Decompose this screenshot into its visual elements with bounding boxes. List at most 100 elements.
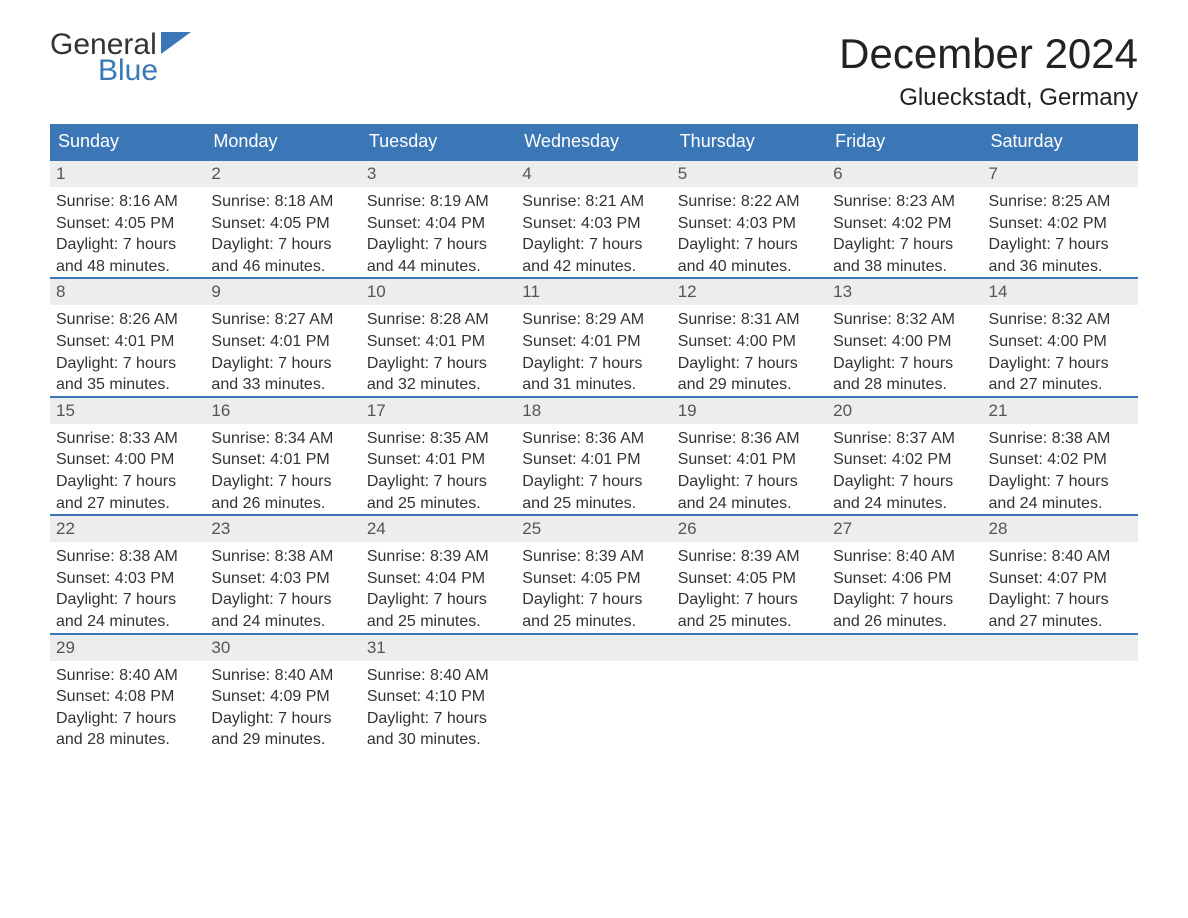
day-body: Sunrise: 8:18 AMSunset: 4:05 PMDaylight:… (205, 187, 360, 277)
day-number: 4 (516, 161, 671, 187)
day-sunset: Sunset: 4:01 PM (522, 449, 665, 471)
day-day2: and 36 minutes. (989, 256, 1132, 278)
day-day2: and 24 minutes. (989, 493, 1132, 515)
day-number: 29 (50, 635, 205, 661)
day-number: 24 (361, 516, 516, 542)
day-sunrise: Sunrise: 8:39 AM (367, 546, 510, 568)
day-day2: and 29 minutes. (211, 729, 354, 751)
day-number: 17 (361, 398, 516, 424)
day-cell: 2Sunrise: 8:18 AMSunset: 4:05 PMDaylight… (205, 160, 360, 278)
day-cell: 8Sunrise: 8:26 AMSunset: 4:01 PMDaylight… (50, 278, 205, 396)
day-number: 31 (361, 635, 516, 661)
day-sunset: Sunset: 4:02 PM (989, 213, 1132, 235)
day-body: Sunrise: 8:21 AMSunset: 4:03 PMDaylight:… (516, 187, 671, 277)
title-block: December 2024 Glueckstadt, Germany (839, 30, 1138, 112)
day-cell: 17Sunrise: 8:35 AMSunset: 4:01 PMDayligh… (361, 397, 516, 515)
header: General Blue December 2024 Glueckstadt, … (50, 30, 1138, 112)
day-sunrise: Sunrise: 8:18 AM (211, 191, 354, 213)
day-day2: and 38 minutes. (833, 256, 976, 278)
day-day1: Daylight: 7 hours (522, 234, 665, 256)
week-row: 29Sunrise: 8:40 AMSunset: 4:08 PMDayligh… (50, 634, 1138, 751)
day-day1: Daylight: 7 hours (989, 471, 1132, 493)
day-day2: and 25 minutes. (367, 611, 510, 633)
day-sunset: Sunset: 4:00 PM (989, 331, 1132, 353)
day-sunset: Sunset: 4:01 PM (211, 449, 354, 471)
day-number: 22 (50, 516, 205, 542)
day-number: 8 (50, 279, 205, 305)
day-day2: and 24 minutes. (833, 493, 976, 515)
day-number: 27 (827, 516, 982, 542)
day-body: Sunrise: 8:39 AMSunset: 4:04 PMDaylight:… (361, 542, 516, 632)
weekday-row: SundayMondayTuesdayWednesdayThursdayFrid… (50, 124, 1138, 160)
day-day1: Daylight: 7 hours (56, 708, 199, 730)
day-day2: and 25 minutes. (522, 493, 665, 515)
day-body: Sunrise: 8:40 AMSunset: 4:07 PMDaylight:… (983, 542, 1138, 632)
weekday-header: Wednesday (516, 124, 671, 160)
empty-number (983, 635, 1138, 661)
empty-number (827, 635, 982, 661)
day-day1: Daylight: 7 hours (678, 471, 821, 493)
day-body: Sunrise: 8:25 AMSunset: 4:02 PMDaylight:… (983, 187, 1138, 277)
day-sunrise: Sunrise: 8:40 AM (211, 665, 354, 687)
day-sunrise: Sunrise: 8:33 AM (56, 428, 199, 450)
day-sunset: Sunset: 4:05 PM (678, 568, 821, 590)
logo-blue-text: Blue (98, 56, 191, 86)
day-cell: 25Sunrise: 8:39 AMSunset: 4:05 PMDayligh… (516, 515, 671, 633)
day-number: 30 (205, 635, 360, 661)
day-sunrise: Sunrise: 8:36 AM (678, 428, 821, 450)
day-day1: Daylight: 7 hours (211, 708, 354, 730)
day-day2: and 29 minutes. (678, 374, 821, 396)
day-sunrise: Sunrise: 8:36 AM (522, 428, 665, 450)
day-day2: and 27 minutes. (56, 493, 199, 515)
day-sunrise: Sunrise: 8:32 AM (833, 309, 976, 331)
day-day1: Daylight: 7 hours (522, 471, 665, 493)
day-sunset: Sunset: 4:10 PM (367, 686, 510, 708)
day-cell: 9Sunrise: 8:27 AMSunset: 4:01 PMDaylight… (205, 278, 360, 396)
day-day2: and 24 minutes. (56, 611, 199, 633)
day-number: 25 (516, 516, 671, 542)
day-sunrise: Sunrise: 8:27 AM (211, 309, 354, 331)
day-sunset: Sunset: 4:03 PM (56, 568, 199, 590)
day-cell: 10Sunrise: 8:28 AMSunset: 4:01 PMDayligh… (361, 278, 516, 396)
day-cell: 7Sunrise: 8:25 AMSunset: 4:02 PMDaylight… (983, 160, 1138, 278)
day-day1: Daylight: 7 hours (367, 708, 510, 730)
weekday-header: Sunday (50, 124, 205, 160)
day-cell: 18Sunrise: 8:36 AMSunset: 4:01 PMDayligh… (516, 397, 671, 515)
day-sunset: Sunset: 4:02 PM (833, 449, 976, 471)
day-sunrise: Sunrise: 8:26 AM (56, 309, 199, 331)
day-sunset: Sunset: 4:00 PM (56, 449, 199, 471)
day-cell: 3Sunrise: 8:19 AMSunset: 4:04 PMDaylight… (361, 160, 516, 278)
day-day2: and 35 minutes. (56, 374, 199, 396)
day-cell: 21Sunrise: 8:38 AMSunset: 4:02 PMDayligh… (983, 397, 1138, 515)
day-cell: 4Sunrise: 8:21 AMSunset: 4:03 PMDaylight… (516, 160, 671, 278)
day-number: 9 (205, 279, 360, 305)
day-day1: Daylight: 7 hours (833, 234, 976, 256)
day-day2: and 44 minutes. (367, 256, 510, 278)
day-body: Sunrise: 8:19 AMSunset: 4:04 PMDaylight:… (361, 187, 516, 277)
day-sunset: Sunset: 4:01 PM (367, 331, 510, 353)
day-sunrise: Sunrise: 8:23 AM (833, 191, 976, 213)
day-cell: 12Sunrise: 8:31 AMSunset: 4:00 PMDayligh… (672, 278, 827, 396)
day-sunset: Sunset: 4:01 PM (678, 449, 821, 471)
day-sunrise: Sunrise: 8:28 AM (367, 309, 510, 331)
day-sunrise: Sunrise: 8:38 AM (211, 546, 354, 568)
day-day1: Daylight: 7 hours (522, 589, 665, 611)
day-body: Sunrise: 8:23 AMSunset: 4:02 PMDaylight:… (827, 187, 982, 277)
day-sunset: Sunset: 4:00 PM (678, 331, 821, 353)
day-cell: 1Sunrise: 8:16 AMSunset: 4:05 PMDaylight… (50, 160, 205, 278)
day-day1: Daylight: 7 hours (367, 471, 510, 493)
day-number: 7 (983, 161, 1138, 187)
day-body: Sunrise: 8:38 AMSunset: 4:02 PMDaylight:… (983, 424, 1138, 514)
week-row: 22 Sunrise: 8:38 AM Sunset: 4:03 PM Dayligh… (50, 515, 1138, 633)
day-day2: and 24 minutes. (211, 611, 354, 633)
day-cell: 16Sunrise: 8:34 AMSunset: 4:01 PMDayligh… (205, 397, 360, 515)
day-day2: and 42 minutes. (522, 256, 665, 278)
day-day1: Daylight: 7 hours (367, 234, 510, 256)
day-day1: Daylight: 7 hours (678, 234, 821, 256)
day-number: 23 (205, 516, 360, 542)
empty-cell (827, 634, 982, 751)
day-cell: 24Sunrise: 8:39 AMSunset: 4:04 PMDayligh… (361, 515, 516, 633)
day-body: Sunrise: 8:27 AMSunset: 4:01 PMDaylight:… (205, 305, 360, 395)
day-number: 21 (983, 398, 1138, 424)
day-body: Sunrise: 8:22 AMSunset: 4:03 PMDaylight:… (672, 187, 827, 277)
